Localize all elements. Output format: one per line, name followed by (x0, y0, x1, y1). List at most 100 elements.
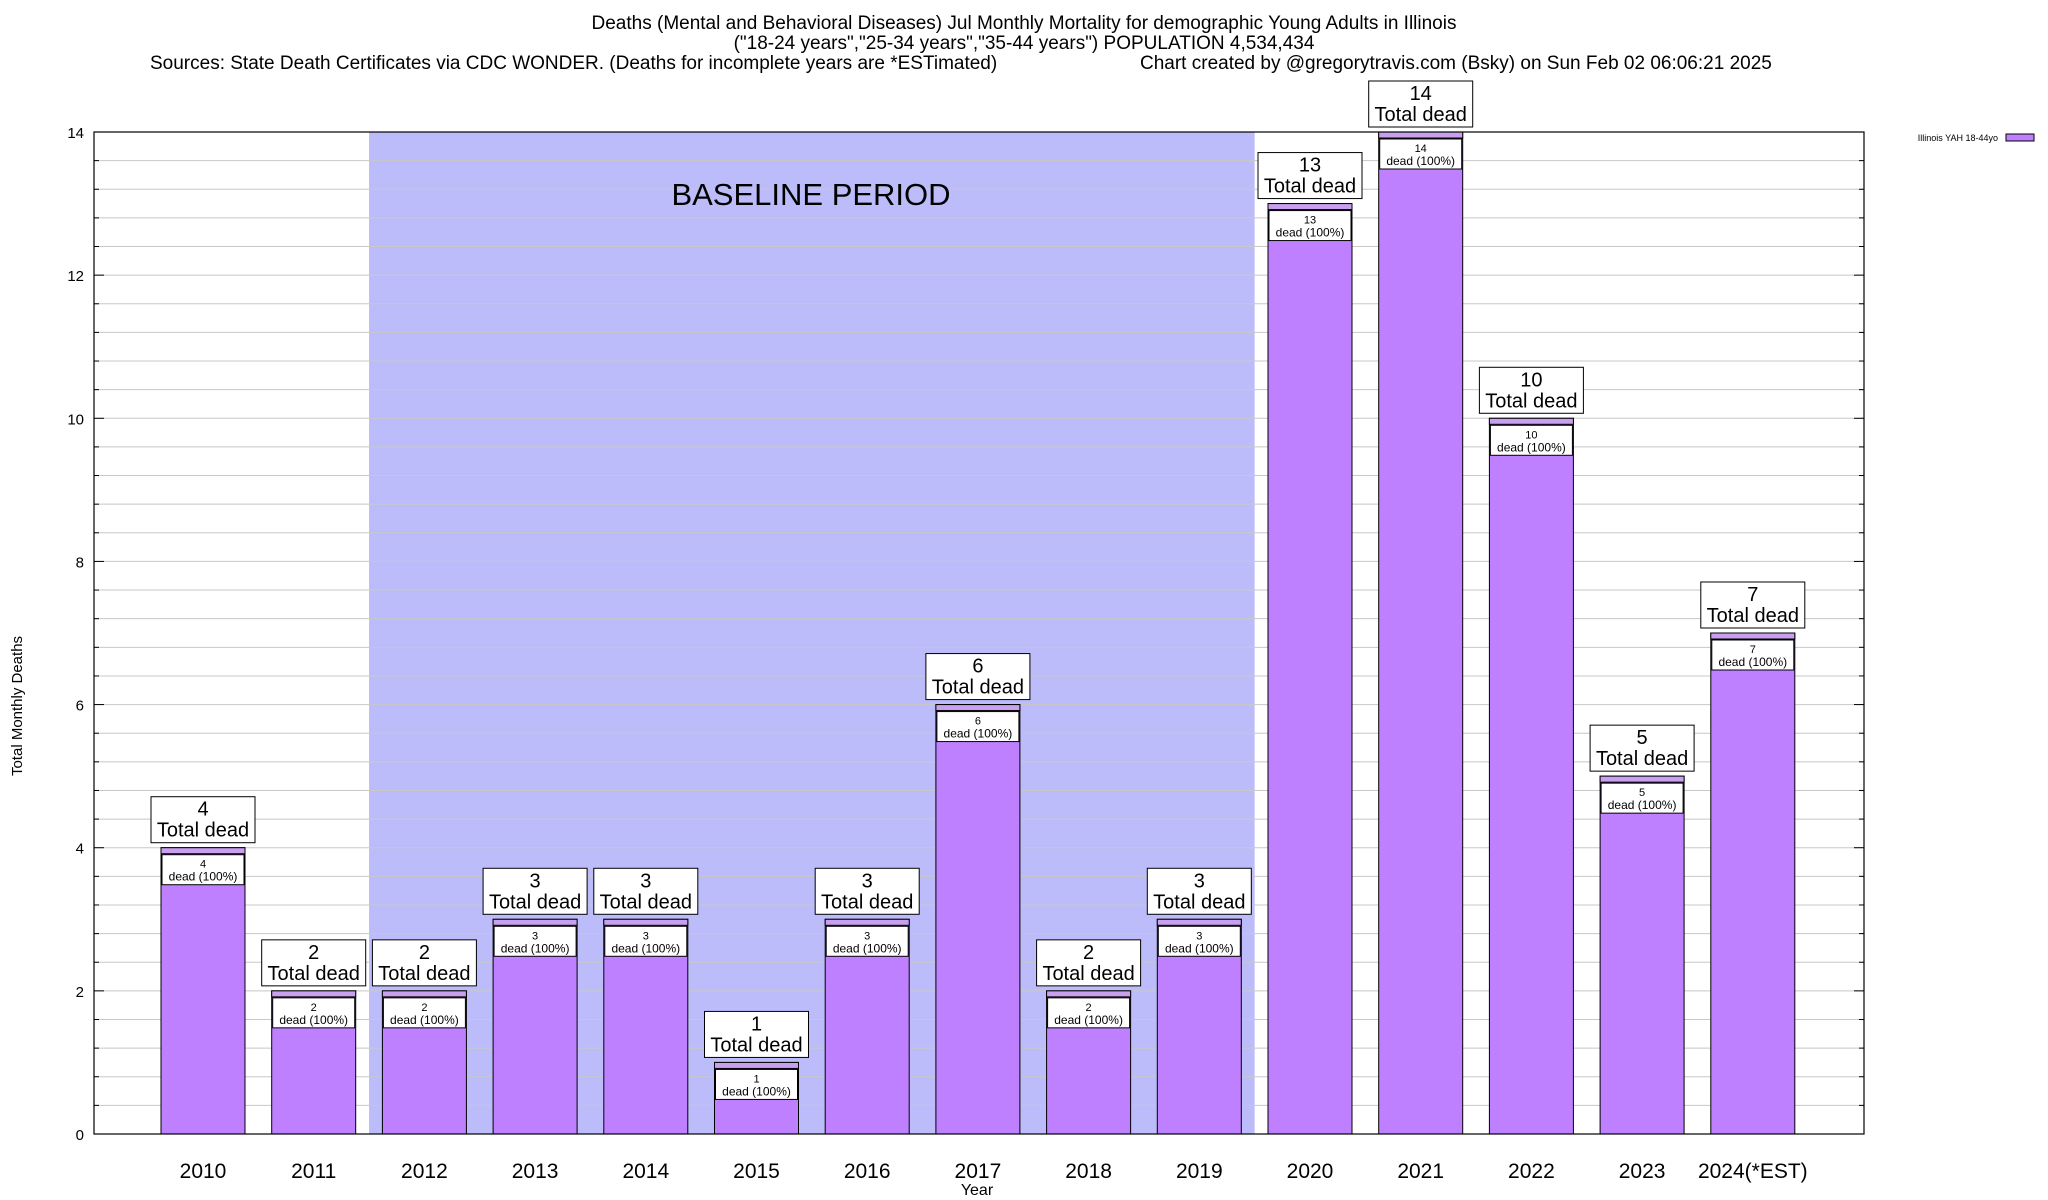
legend-label: Illinois YAH 18-44yo (1918, 133, 1998, 143)
bar-inner-label: dead (100%) (279, 1013, 348, 1027)
x-tick-label: 2014 (622, 1160, 669, 1183)
bar-cap (603, 918, 689, 926)
bar-total-label: Total dead (1485, 390, 1577, 412)
x-tick-label: 2010 (180, 1160, 227, 1183)
bar-inner-value: 13 (1304, 215, 1316, 227)
bar-total-label: Total dead (1153, 891, 1245, 913)
bar-inner-value: 3 (1196, 930, 1202, 942)
bar-inner-value: 5 (1639, 787, 1645, 799)
bar-total-label: Total dead (710, 1034, 802, 1056)
x-tick-label: 2022 (1508, 1160, 1555, 1183)
bar-inner-value: 7 (1750, 644, 1756, 656)
bar-total-value: 3 (862, 870, 873, 892)
x-axis-label: Year (961, 1182, 994, 1199)
bar-inner-label-box (1379, 138, 1463, 170)
bar (160, 847, 246, 1135)
bar-total-label: Total dead (1596, 748, 1688, 770)
bar-inner-label: dead (100%) (722, 1084, 791, 1098)
bar-total-label-box (1478, 366, 1584, 414)
bar-inner-value: 6 (975, 716, 981, 728)
bar-total-value: 7 (1747, 584, 1758, 606)
bar-total-label: Total dead (489, 891, 581, 913)
bar-total-label-box (1257, 152, 1363, 200)
bar-total-value: 3 (1194, 870, 1205, 892)
y-tick-label: 0 (76, 1127, 84, 1144)
bar-total-value: 2 (1083, 942, 1094, 964)
bar-inner-label: dead (100%) (944, 727, 1013, 741)
bar-cap (160, 847, 246, 855)
bar-inner-label-box (1489, 424, 1573, 456)
bar-cap (935, 704, 1021, 712)
bar-total-value: 6 (972, 656, 983, 678)
y-tick-label: 8 (76, 554, 84, 571)
bar-inner-label: dead (100%) (1718, 655, 1787, 669)
bar-inner-label: dead (100%) (833, 941, 902, 955)
bar-inner-value: 1 (753, 1073, 759, 1085)
bar-total-label: Total dead (932, 677, 1024, 699)
bar-total-label-box (482, 867, 588, 915)
bar-inner-value: 4 (200, 859, 206, 871)
bar-total-label-box (704, 1010, 809, 1058)
bar-inner-label-box (604, 925, 688, 957)
bar-total-label: Total dead (600, 891, 692, 913)
bar-inner-value: 10 (1525, 429, 1537, 441)
x-tick-label: 2016 (844, 1160, 891, 1183)
bar-inner-label: dead (100%) (611, 941, 680, 955)
y-tick-label: 12 (67, 268, 84, 285)
bar-cap (1267, 203, 1353, 211)
x-tick-label: 2013 (512, 1160, 559, 1183)
bar-total-label-box (150, 796, 256, 844)
bar-total-value: 5 (1637, 727, 1648, 749)
bar-inner-value: 3 (643, 930, 649, 942)
bar-inner-label: dead (100%) (1276, 226, 1345, 240)
bar-inner-label-box (1600, 782, 1684, 814)
bar-total-value: 10 (1520, 369, 1542, 391)
bar-cap (1378, 131, 1464, 139)
bar-total-label: Total dead (268, 963, 360, 985)
y-tick-label: 14 (67, 125, 84, 142)
x-tick-label: 2024(*EST) (1698, 1160, 1808, 1183)
bar-total-label-box (925, 653, 1031, 701)
y-tick-label: 10 (67, 411, 84, 428)
bar-inner-label: dead (100%) (169, 870, 238, 884)
bar-inner-label: dead (100%) (1497, 440, 1566, 454)
bar-total-label: Total dead (1264, 176, 1356, 198)
bar-inner-value: 14 (1415, 143, 1427, 155)
bar-inner-label-box (161, 854, 245, 886)
bar (935, 704, 1021, 1135)
chart-title: Deaths (Mental and Behavioral Diseases) … (591, 13, 1457, 34)
bar-total-value: 1 (751, 1013, 762, 1035)
bar-total-value: 2 (308, 942, 319, 964)
bar-total-label-box (1146, 867, 1252, 915)
bar-inner-label: dead (100%) (501, 941, 570, 955)
bar-inner-label-box (1157, 925, 1241, 957)
chart-credit: Chart created by @gregorytravis.com (Bsk… (1140, 53, 1772, 74)
bar-inner-label: dead (100%) (1386, 154, 1455, 168)
bar-inner-label: dead (100%) (1608, 798, 1677, 812)
bar-cap (1156, 918, 1242, 926)
bar-total-value: 4 (197, 799, 208, 821)
bar-inner-value: 2 (421, 1002, 427, 1014)
x-tick-label: 2015 (733, 1160, 780, 1183)
bar-total-label: Total dead (1707, 605, 1799, 627)
x-tick-label: 2017 (955, 1160, 1002, 1183)
bar (1488, 417, 1574, 1135)
bar-cap (714, 1061, 799, 1069)
bar-total-label: Total dead (821, 891, 913, 913)
x-tick-label: 2021 (1397, 1160, 1444, 1183)
bar-cap (1488, 417, 1574, 425)
bar (1599, 775, 1685, 1135)
x-tick-label: 2012 (401, 1160, 448, 1183)
bar-total-label: Total dead (157, 820, 249, 842)
bar-total-value: 3 (530, 870, 541, 892)
bar-total-label-box (1368, 80, 1474, 128)
bar (1710, 632, 1796, 1135)
bar-cap (1599, 775, 1685, 783)
bar-total-value: 2 (419, 942, 430, 964)
bar-cap (824, 918, 910, 926)
bar-cap (1046, 990, 1132, 998)
bar-total-value: 3 (640, 870, 651, 892)
